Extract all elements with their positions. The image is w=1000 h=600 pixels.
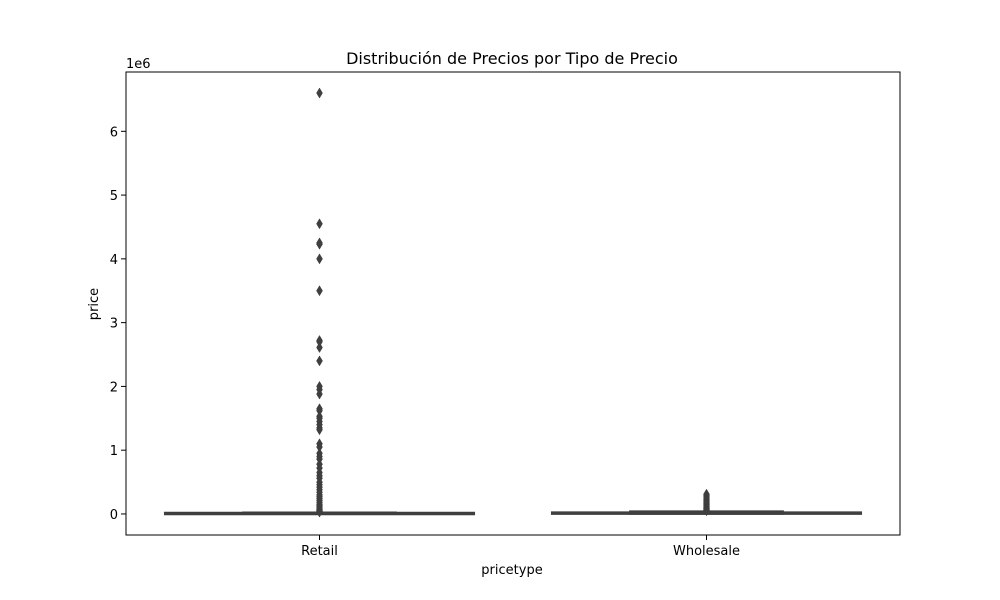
y-tick-label: 0 — [110, 508, 118, 523]
y-tick-label: 6 — [110, 125, 118, 140]
plot-area: 0 1 2 3 4 5 6 Retail Wholesale — [110, 71, 901, 559]
y-axis-label: price — [87, 288, 102, 320]
outlier-point — [316, 424, 323, 436]
outlier-point — [316, 342, 323, 353]
outlier-point — [316, 238, 323, 250]
x-tick-label: Retail — [301, 544, 338, 559]
outlier-point — [316, 87, 323, 99]
y-tick-label: 1 — [110, 444, 118, 459]
y-axis-offset-label: 1e6 — [126, 57, 151, 72]
outlier-point — [316, 285, 323, 297]
x-tick-label: Wholesale — [673, 544, 740, 559]
outlier-point — [316, 355, 323, 367]
y-tick-label: 4 — [110, 253, 118, 268]
chart-title: Distribución de Precios por Tipo de Prec… — [346, 49, 678, 68]
outlier-point — [316, 253, 323, 265]
outlier-point — [316, 218, 323, 230]
axes-frame — [125, 71, 901, 536]
outlier-point — [316, 388, 323, 400]
y-tick-label: 3 — [110, 317, 118, 332]
y-tick-label: 2 — [110, 380, 118, 395]
outlier-point — [316, 506, 323, 518]
y-tick-label: 5 — [110, 189, 118, 204]
x-axis-label: pricetype — [481, 563, 542, 578]
outlier-point — [703, 505, 710, 517]
